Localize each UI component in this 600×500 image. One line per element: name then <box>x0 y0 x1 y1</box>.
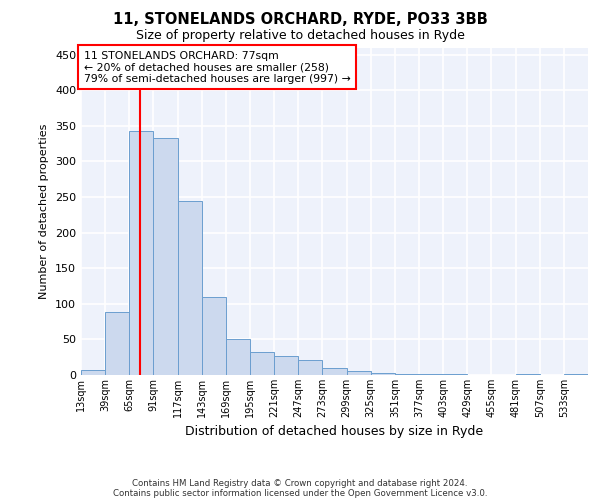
Bar <box>564 374 588 375</box>
Bar <box>322 368 347 375</box>
Text: 11, STONELANDS ORCHARD, RYDE, PO33 3BB: 11, STONELANDS ORCHARD, RYDE, PO33 3BB <box>113 12 487 28</box>
Bar <box>515 374 540 375</box>
Bar <box>371 373 395 375</box>
X-axis label: Distribution of detached houses by size in Ryde: Distribution of detached houses by size … <box>185 426 484 438</box>
Text: Size of property relative to detached houses in Ryde: Size of property relative to detached ho… <box>136 29 464 42</box>
Bar <box>419 374 443 375</box>
Bar <box>274 356 298 375</box>
Bar <box>129 131 154 375</box>
Bar <box>178 200 202 375</box>
Bar <box>202 296 226 375</box>
Bar <box>347 372 371 375</box>
Bar <box>105 312 129 375</box>
Bar <box>154 138 178 375</box>
Bar <box>443 374 467 375</box>
Bar <box>298 360 322 375</box>
Text: 11 STONELANDS ORCHARD: 77sqm
← 20% of detached houses are smaller (258)
79% of s: 11 STONELANDS ORCHARD: 77sqm ← 20% of de… <box>83 51 350 84</box>
Bar <box>81 370 105 375</box>
Text: Contains HM Land Registry data © Crown copyright and database right 2024.: Contains HM Land Registry data © Crown c… <box>132 478 468 488</box>
Bar <box>395 374 419 375</box>
Text: Contains public sector information licensed under the Open Government Licence v3: Contains public sector information licen… <box>113 488 487 498</box>
Y-axis label: Number of detached properties: Number of detached properties <box>40 124 49 299</box>
Bar <box>226 340 250 375</box>
Bar <box>250 352 274 375</box>
